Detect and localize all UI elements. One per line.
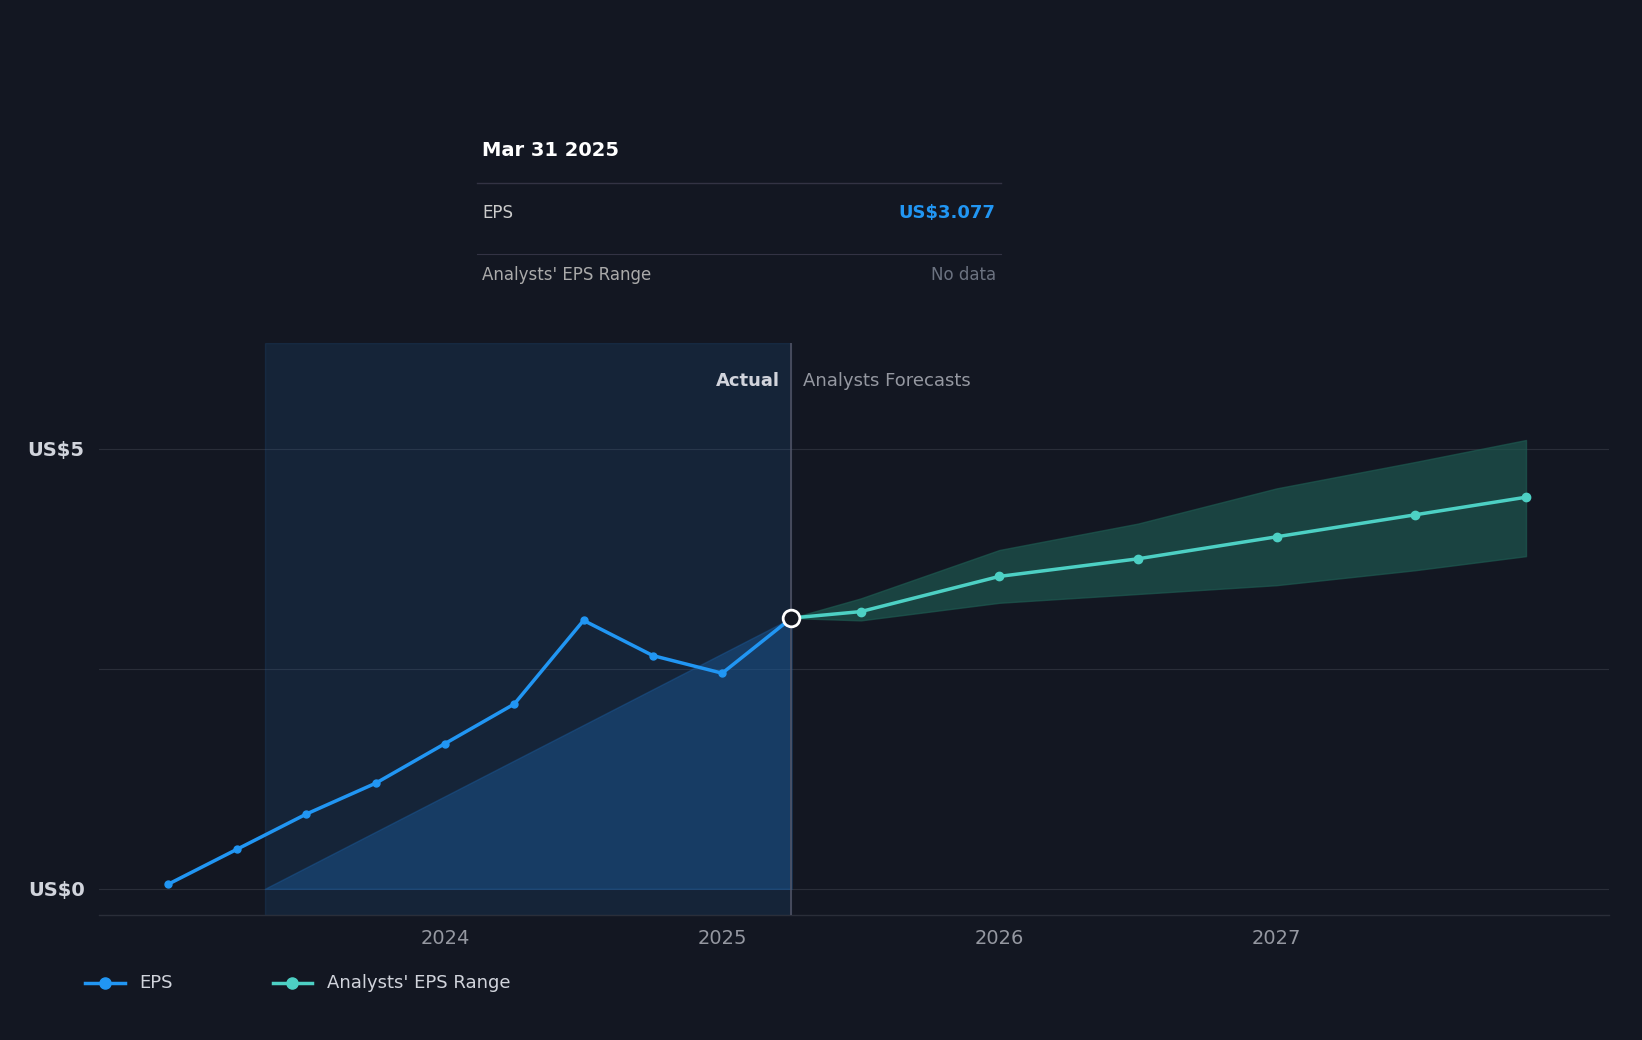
Text: Analysts' EPS Range: Analysts' EPS Range [327,973,511,992]
Bar [264,343,791,915]
Text: Analysts Forecasts: Analysts Forecasts [803,371,970,390]
Text: Actual: Actual [716,371,780,390]
Text: EPS: EPS [483,204,512,222]
Text: Mar 31 2025: Mar 31 2025 [483,141,619,160]
Text: US$3.077: US$3.077 [898,204,995,222]
Text: No data: No data [931,266,995,284]
Text: EPS: EPS [140,973,172,992]
Text: Analysts' EPS Range: Analysts' EPS Range [483,266,652,284]
